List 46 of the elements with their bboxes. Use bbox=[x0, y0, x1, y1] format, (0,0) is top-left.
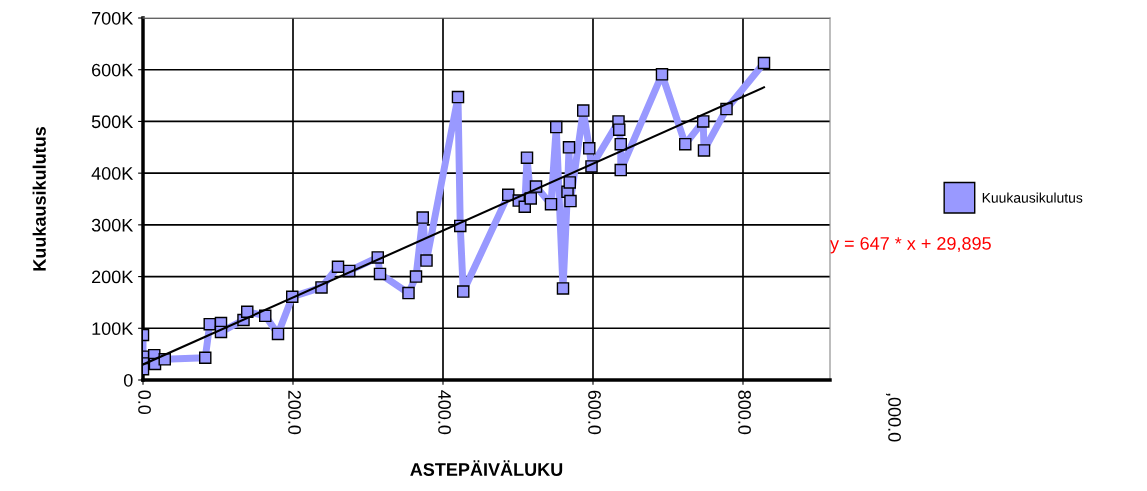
point bbox=[678, 137, 692, 151]
point bbox=[612, 123, 626, 136]
text: y = 647 * x + 29,895 bbox=[830, 237, 991, 254]
text: ,000.0 bbox=[886, 393, 901, 442]
point bbox=[556, 282, 570, 295]
y-tick-label: 100K bbox=[92, 322, 134, 336]
point bbox=[614, 163, 628, 177]
point bbox=[757, 56, 771, 70]
legend-label: Kuukausikulutus bbox=[982, 192, 1083, 203]
y-tick-label: 0 bbox=[123, 373, 133, 387]
point bbox=[544, 197, 558, 211]
point bbox=[373, 267, 387, 281]
point bbox=[271, 327, 285, 341]
point bbox=[456, 285, 470, 298]
point bbox=[331, 260, 345, 273]
y-tick-label: 200K bbox=[92, 270, 134, 284]
point bbox=[562, 141, 576, 154]
y-tick-label: 500K bbox=[91, 115, 134, 129]
point bbox=[696, 115, 710, 128]
point bbox=[451, 90, 465, 104]
point bbox=[416, 211, 430, 224]
point bbox=[549, 120, 563, 134]
point bbox=[697, 144, 711, 157]
point bbox=[524, 192, 538, 205]
y-tick-label: 300K bbox=[91, 218, 134, 232]
y-tick-label: 400K bbox=[91, 167, 134, 180]
y-tick-label: 700K bbox=[92, 11, 134, 25]
y-axis-title: Kuukausikulutus bbox=[32, 127, 46, 271]
point bbox=[520, 151, 534, 164]
point bbox=[582, 142, 596, 155]
point bbox=[409, 270, 423, 283]
x-tick-label: 600.0 bbox=[588, 390, 601, 435]
point bbox=[420, 254, 433, 267]
point bbox=[576, 104, 590, 117]
point bbox=[198, 351, 212, 365]
point bbox=[402, 286, 415, 300]
x-axis-title: ASTEPÄIVÄLUKU bbox=[410, 460, 563, 476]
point bbox=[564, 194, 577, 208]
point bbox=[240, 305, 254, 318]
x-tick-label: 200.0 bbox=[288, 390, 301, 435]
point bbox=[655, 68, 669, 81]
x-tick-label: 0.0 bbox=[138, 390, 151, 415]
x-tick-label: 800.0 bbox=[738, 390, 751, 435]
point bbox=[563, 176, 577, 189]
x-tick-label: 400.0 bbox=[438, 390, 451, 435]
y-tick-label: 600K bbox=[92, 63, 134, 77]
